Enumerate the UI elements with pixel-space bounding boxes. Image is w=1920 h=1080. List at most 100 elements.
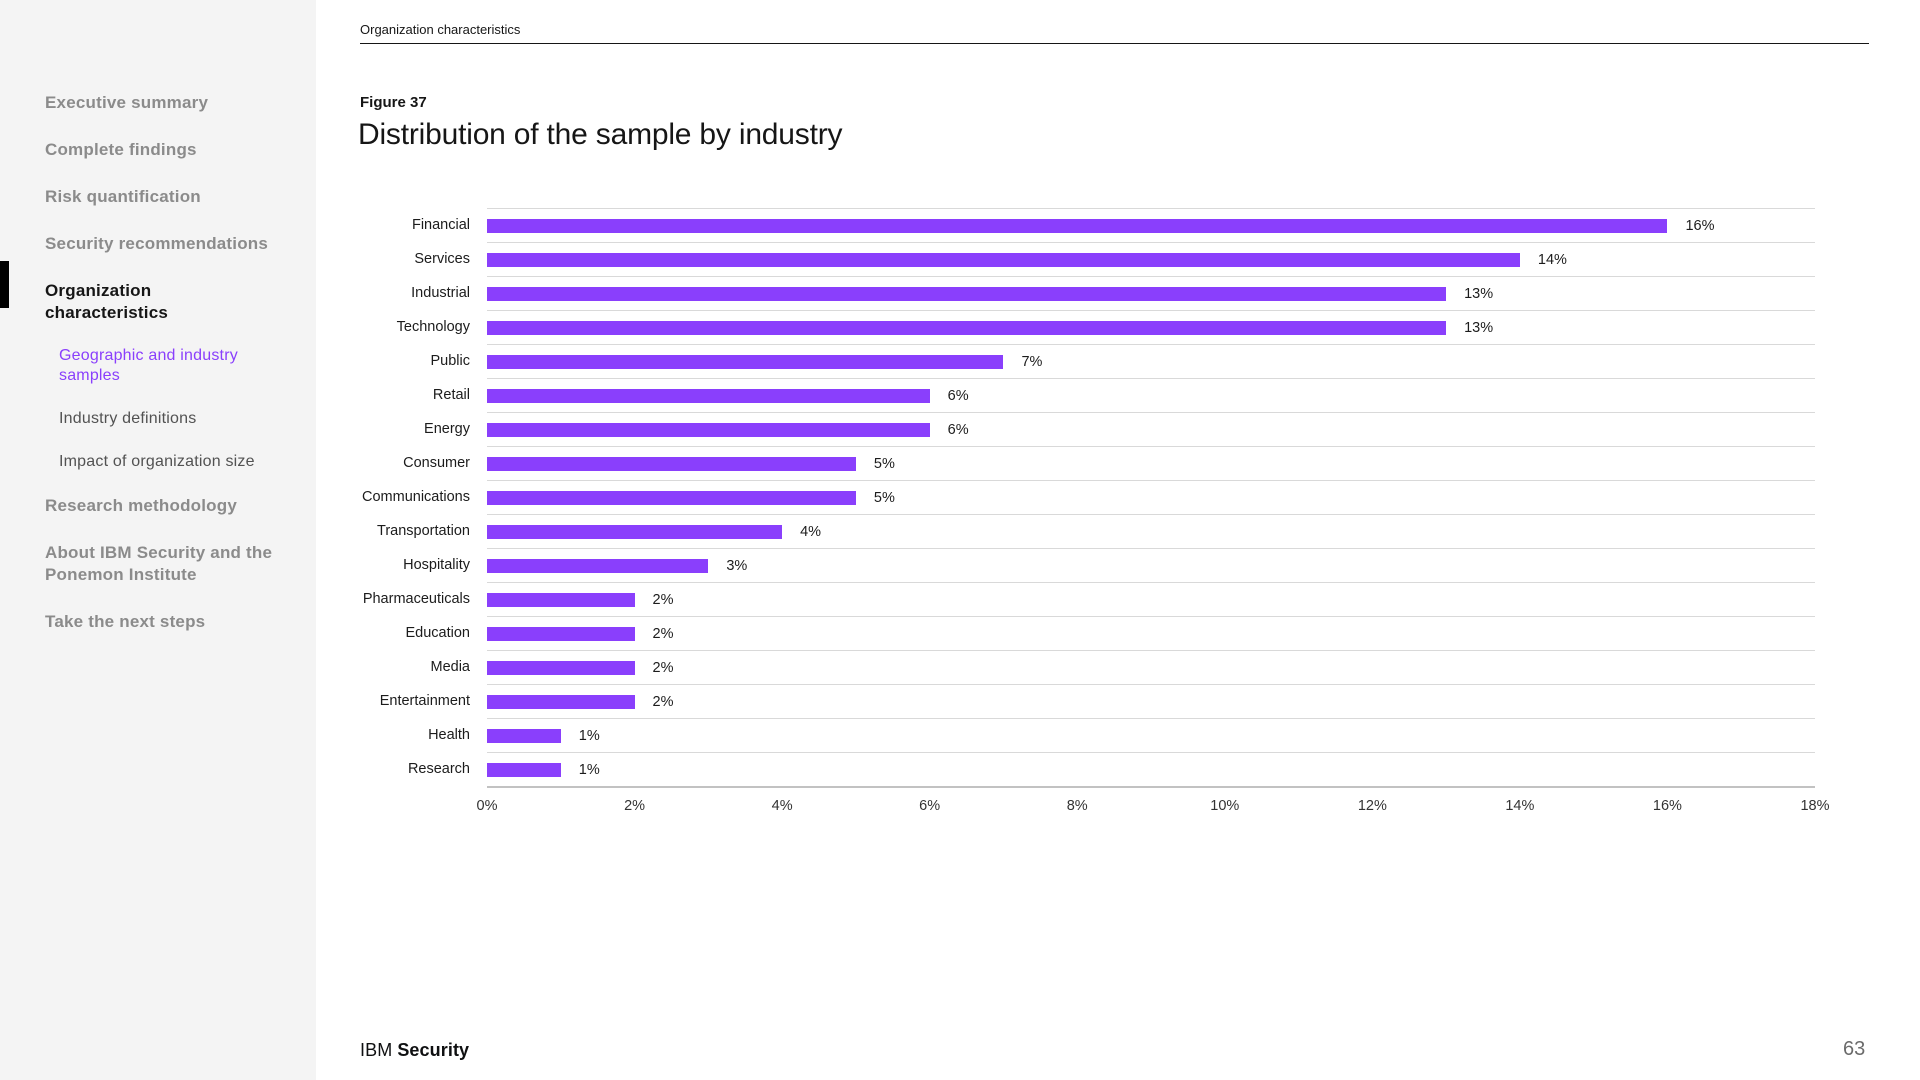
- value-label: 6%: [947, 422, 969, 438]
- sidebar-item-executive-summary[interactable]: Executive summary: [45, 93, 209, 112]
- bar: [487, 219, 1668, 233]
- value-label: 2%: [652, 592, 674, 608]
- plot-track: 6%: [487, 378, 1815, 412]
- x-tick-label: 0%: [476, 798, 498, 814]
- value-label: 4%: [800, 524, 822, 540]
- value-label: 2%: [652, 660, 674, 676]
- sidebar-item-geographic-and-industry-samples[interactable]: Geographic and industry samples: [59, 346, 238, 385]
- logo-ibm: IBM: [360, 1040, 393, 1060]
- chart-row: Public 7%: [360, 344, 1815, 378]
- page-title: Distribution of the sample by industry: [358, 118, 843, 151]
- ibm-security-logo: IBM Security: [360, 1040, 469, 1061]
- chart-row: Transportation 4%: [360, 514, 1815, 548]
- plot-track: 5%: [487, 446, 1815, 480]
- category-label: Pharmaceuticals: [362, 591, 470, 607]
- sidebar-item-complete-findings[interactable]: Complete findings: [45, 140, 197, 160]
- header-divider: [360, 43, 1869, 44]
- bar: [487, 593, 635, 607]
- value-label: 2%: [652, 694, 674, 710]
- value-label: 7%: [1021, 354, 1043, 370]
- category-label: Media: [430, 659, 471, 675]
- plot-track: 2%: [487, 616, 1815, 650]
- logo-security: Security: [397, 1040, 470, 1060]
- category-label: Research: [407, 761, 470, 777]
- bar: [487, 321, 1447, 335]
- value-label: 13%: [1464, 320, 1494, 336]
- chart-row: Media 2%: [360, 650, 1815, 684]
- figure-label: Figure 37: [360, 94, 427, 111]
- sidebar-item-industry-definitions[interactable]: Industry definitions: [59, 410, 197, 428]
- x-axis: 0% 2% 4% 6% 8% 10% 12% 14% 16% 18%: [477, 798, 1830, 828]
- category-label: Services: [414, 251, 470, 267]
- value-label: 3%: [726, 558, 748, 574]
- x-tick-label: 16%: [1652, 798, 1682, 814]
- sidebar-item-organization-characteristics[interactable]: Organization characteristics: [45, 281, 169, 323]
- main-content: Organization characteristics Figure 37 D…: [316, 0, 1920, 1080]
- x-tick-label: 6%: [919, 798, 941, 814]
- chart-row: Services 14%: [360, 242, 1815, 276]
- chart-row: Entertainment 2%: [360, 684, 1815, 718]
- bar: [487, 695, 635, 709]
- bar: [487, 355, 1004, 369]
- bar: [487, 627, 635, 641]
- plot-track: 16%: [487, 208, 1815, 242]
- chart-row: Pharmaceuticals 2%: [360, 582, 1815, 616]
- x-tick-label: 18%: [1800, 798, 1830, 814]
- bar: [487, 661, 635, 675]
- chart-row: Consumer 5%: [360, 446, 1815, 480]
- plot-track: 1%: [487, 752, 1815, 786]
- category-label: Public: [430, 353, 471, 369]
- sidebar-item-research-methodology[interactable]: Research methodology: [45, 495, 237, 515]
- category-label: Health: [428, 727, 470, 743]
- chart-rows: Financial 16% Services 14% Industrial 13% Tech…: [360, 208, 1815, 786]
- bar: [487, 559, 709, 573]
- plot-track: 2%: [487, 650, 1815, 684]
- sidebar-item-security-recommendations[interactable]: Security recommendations: [45, 234, 269, 254]
- sidebar-item-take-the-next-steps[interactable]: Take the next steps: [45, 612, 206, 632]
- chart-row: Health 1%: [360, 718, 1815, 752]
- chart-row: Communications 5%: [360, 480, 1815, 514]
- value-label: 13%: [1464, 286, 1494, 302]
- plot-track: 5%: [487, 480, 1815, 514]
- plot-track: 1%: [487, 718, 1815, 752]
- chart-row: Retail 6%: [360, 378, 1815, 412]
- chart-row: Energy 6%: [360, 412, 1815, 446]
- sidebar-item-risk-quantification[interactable]: Risk quantification: [45, 187, 201, 207]
- bar: [487, 525, 783, 539]
- value-label: 5%: [873, 456, 895, 472]
- category-label: Retail: [432, 387, 470, 403]
- chart-row: Technology 13%: [360, 310, 1815, 344]
- category-label: Entertainment: [379, 693, 470, 709]
- category-label: Transportation: [377, 523, 470, 539]
- chart-row: Financial 16%: [360, 208, 1815, 242]
- active-section-indicator: [0, 261, 9, 308]
- bar: [487, 389, 930, 403]
- plot-track: 7%: [487, 344, 1815, 378]
- value-label: 14%: [1537, 252, 1567, 268]
- page-number: 63: [1843, 1038, 1866, 1060]
- bar: [487, 457, 856, 471]
- plot-track: 2%: [487, 684, 1815, 718]
- category-label: Financial: [411, 217, 470, 233]
- value-label: 16%: [1685, 218, 1715, 234]
- category-label: Education: [405, 625, 471, 641]
- category-label: Consumer: [403, 455, 470, 471]
- bar-chart: Financial 16% Services 14% Industrial 13% Tech…: [360, 208, 1830, 828]
- category-label: Energy: [424, 421, 470, 437]
- x-tick-label: 8%: [1066, 798, 1088, 814]
- sidebar-item-about-ibm-security-and-the-ponemon-institute[interactable]: About IBM Security and the Ponemon Insti…: [45, 542, 273, 584]
- value-label: 2%: [652, 626, 674, 642]
- value-label: 5%: [873, 490, 895, 506]
- sidebar-nav: Executive summary Complete findings Risk q…: [45, 92, 275, 658]
- plot-track: 3%: [487, 548, 1815, 582]
- sidebar-item-impact-of-organization-size[interactable]: Impact of organization size: [59, 452, 255, 470]
- x-tick-label: 14%: [1505, 798, 1535, 814]
- plot-track: 13%: [487, 310, 1815, 344]
- chart-row: Industrial 13%: [360, 276, 1815, 310]
- bar: [487, 729, 561, 743]
- value-label: 6%: [947, 388, 969, 404]
- plot-track: 6%: [487, 412, 1815, 446]
- bar: [487, 763, 561, 777]
- bar: [487, 287, 1447, 301]
- plot-track: 4%: [487, 514, 1815, 548]
